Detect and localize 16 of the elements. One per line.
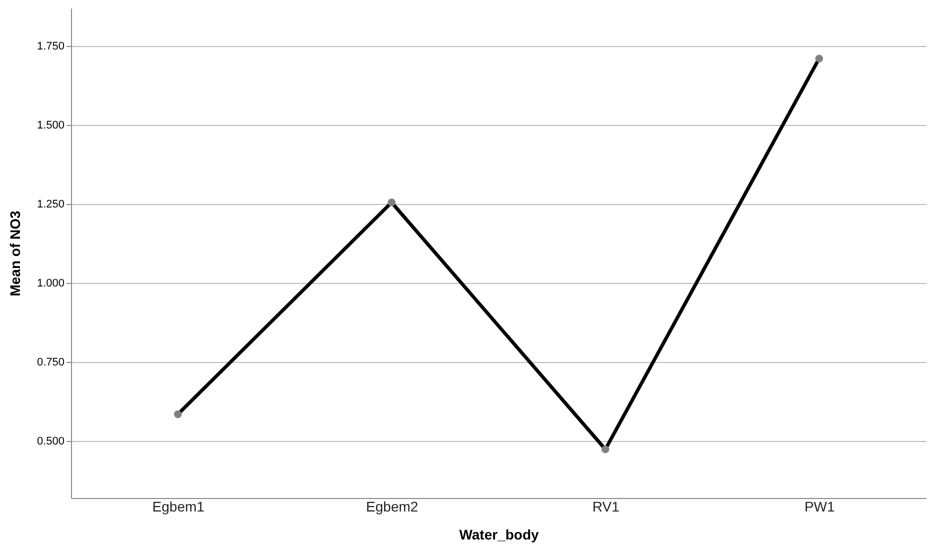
y-tick-label: 1.750 xyxy=(36,40,64,52)
y-axis-title: Mean of NO3 xyxy=(6,210,23,296)
y-tick-label: 1.250 xyxy=(36,198,64,210)
x-tick-label: Egbem2 xyxy=(366,498,418,514)
point xyxy=(602,445,610,454)
x-tick-label: PW1 xyxy=(804,498,836,514)
y-tick-label: 0.500 xyxy=(36,436,64,448)
y-tick-label: 1.000 xyxy=(36,278,64,290)
point xyxy=(388,198,396,206)
x-tick-label: RV1 xyxy=(592,498,620,514)
y-tick-label: 0.750 xyxy=(36,356,64,369)
point xyxy=(174,410,182,418)
x-axis-title: Water_body xyxy=(459,526,540,542)
x-tick-label: Egbem1 xyxy=(152,498,205,514)
point xyxy=(815,54,823,62)
y-tick-label: 1.500 xyxy=(36,119,64,132)
